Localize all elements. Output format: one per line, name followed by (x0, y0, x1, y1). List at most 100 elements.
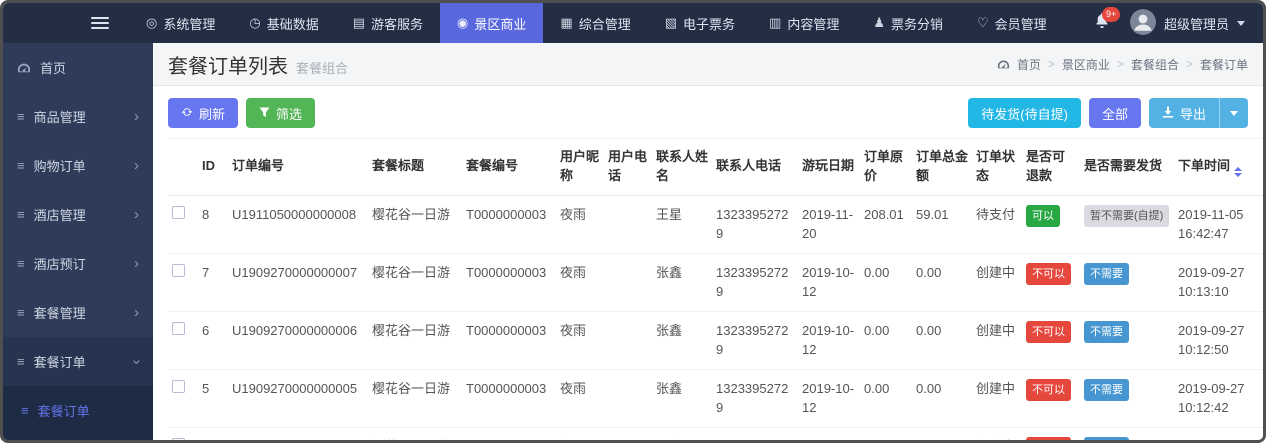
sidebar-item-酒店预订[interactable]: ≡ 酒店预订 › (17, 254, 139, 273)
cell-status: 创建中 (972, 253, 1022, 312)
cell-user-phone (604, 253, 652, 312)
sidebar-item-套餐管理[interactable]: ≡ 套餐管理 › (17, 303, 139, 322)
cell-id: 6 (198, 311, 228, 370)
cell-id: 8 (198, 195, 228, 254)
menu-toggle-icon[interactable] (91, 17, 109, 29)
row-checkbox[interactable] (172, 205, 185, 219)
cell-nickname: 夜雨 (556, 311, 604, 370)
filter-button[interactable]: 筛选 (246, 98, 316, 128)
row-checkbox[interactable] (172, 437, 185, 440)
topnav-item-eticket[interactable]: ▧ 电子票务 (648, 3, 752, 43)
topnav-item-visitor-service[interactable]: ▤ 游客服务 (336, 3, 440, 43)
breadcrumb-item[interactable]: 首页 (1016, 57, 1041, 72)
sidebar-item-酒店管理[interactable]: ≡ 酒店管理 › (17, 205, 139, 224)
column-header: 下单时间 (1174, 138, 1263, 196)
ticket-distribution-icon: ♟ (873, 15, 885, 30)
topnav-item-member-mgmt[interactable]: ♡ 会员管理 (960, 3, 1064, 43)
topnav-item-content-mgmt[interactable]: ▥ 内容管理 (752, 3, 856, 43)
pending-shipment-button[interactable]: 待发货(待自提) (968, 98, 1081, 128)
table-row: 4U1909270000000004樱花谷一日游T0000000003夜雨 张鑫1… (168, 427, 1263, 440)
cell-orig-price: 0.00 (860, 311, 912, 370)
topnav-item-base-data[interactable]: ◷ 基础数据 (232, 3, 335, 43)
toolbar: 刷新 筛选 待发货(待自提) 全部 导出 (153, 86, 1263, 138)
column-header: 订单编号 (228, 138, 368, 196)
shipping-badge: 不需要 (1084, 378, 1129, 402)
row-checkbox[interactable] (172, 379, 185, 393)
shipping-badge: 不需要 (1084, 320, 1129, 344)
refresh-icon (181, 106, 193, 121)
export-button-group: 导出 (1148, 98, 1248, 128)
all-filter-button[interactable]: 全部 (1088, 98, 1141, 128)
column-header: 联系人姓名 (652, 138, 712, 196)
column-header: 是否可退款 (1022, 138, 1080, 196)
cell-contact: 王星 (652, 195, 712, 254)
caret-down-icon (1237, 20, 1245, 26)
cell-contact: 张鑫 (652, 253, 712, 312)
sidebar: 首页 ≡ 商品管理 › ≡ 购物订单 › ≡ 酒店管理 › ≡ 酒店预订 › ≡ 套餐管理 › ≡ 套餐订单 › ≡ 套… (3, 43, 153, 440)
cell-time: 2019-09-27 10:12:36 (1174, 427, 1263, 440)
cell-user-phone (604, 427, 652, 440)
notification-count-badge: 9+ (1101, 6, 1121, 22)
cell-refundable: 不可以 (1022, 253, 1080, 312)
refundable-badge: 不可以 (1026, 378, 1071, 402)
column-header-label: 下单时间 (1178, 157, 1231, 173)
cell-status: 创建中 (972, 311, 1022, 370)
cell-nickname: 夜雨 (556, 253, 604, 312)
row-checkbox[interactable] (172, 321, 185, 335)
notifications-button[interactable]: 9+ (1094, 6, 1121, 34)
cell-title: 樱花谷一日游 (368, 427, 462, 440)
table-row: 8 U1911050000000008 樱花谷一日游 T0000000003 夜雨 王星 1… (168, 195, 1263, 254)
export-button[interactable]: 导出 (1148, 98, 1219, 128)
refundable-badge: 不可以 (1026, 262, 1071, 286)
avatar (1129, 8, 1156, 38)
cell-id: 7 (198, 253, 228, 312)
topnav-item-ticket-distribution[interactable]: ♟ 票务分销 (856, 3, 960, 43)
breadcrumb-item[interactable]: 套餐组合 (1130, 57, 1179, 72)
eticket-icon: ▧ (664, 15, 677, 30)
topnav-item-system-settings[interactable]: ◎ 系统管理 (129, 3, 232, 43)
cell-pkg-no: T0000000003 (462, 369, 556, 428)
topnav-item-comprehensive-mgmt[interactable]: ▦ 综合管理 (543, 3, 647, 43)
cell-time: 2019-09-27 10:12:42 (1174, 369, 1263, 428)
breadcrumb-item[interactable]: 景区商业 (1061, 57, 1110, 72)
menu-icon: ≡ (17, 354, 25, 369)
menu-icon: ≡ (17, 207, 25, 222)
sidebar-item-套餐订单[interactable]: ≡ 套餐订单 (3, 386, 153, 435)
column-header-label: 订单编号 (232, 158, 285, 174)
column-header-label: 是否可退款 (1026, 149, 1066, 183)
toolbar-right: 待发货(待自提) 全部 导出 (968, 98, 1248, 128)
topnav-item-scenic-commerce[interactable]: ◉ 景区商业 (440, 3, 544, 43)
cell-total: 59.01 (912, 195, 972, 254)
user-menu[interactable]: 超级管理员 (1129, 8, 1245, 38)
cell-orig-price: 0.00 (860, 427, 912, 440)
sidebar-item-商品管理[interactable]: ≡ 商品管理 › (17, 107, 139, 126)
column-header-label: 套餐编号 (466, 158, 519, 174)
sidebar-item-退款申请记录: ≡退款申请记录 (3, 435, 153, 440)
system-settings-icon: ◎ (146, 15, 158, 30)
sidebar-item-label: 购物订单 (33, 159, 86, 174)
sidebar-item-购物订单[interactable]: ≡ 购物订单 › (17, 156, 139, 175)
column-header: ID (198, 138, 228, 196)
cell-pkg-no: T0000000003 (462, 195, 556, 254)
cell-title: 樱花谷一日游 (368, 195, 462, 254)
row-checkbox-cell (168, 253, 198, 312)
export-dropdown-button[interactable] (1219, 98, 1248, 128)
refresh-button[interactable]: 刷新 (168, 98, 239, 128)
cell-contact: 张鑫 (652, 369, 712, 428)
topbar-right: 9+ 超级管理员 (1094, 6, 1263, 38)
row-checkbox-cell (168, 311, 198, 370)
sidebar-item-套餐订单[interactable]: ≡ 套餐订单 › (3, 337, 153, 386)
cell-contact: 张鑫 (652, 427, 712, 440)
topnav-label: 游客服务 (371, 16, 424, 32)
cell-order-no: U1909270000000005 (228, 369, 368, 428)
cell-play-date: 2019-10-12 (798, 427, 860, 440)
dashboard-icon (17, 61, 31, 75)
cell-play-date: 2019-10-12 (798, 311, 860, 370)
breadcrumb-item[interactable]: 套餐订单 (1199, 57, 1248, 72)
cell-refundable: 不可以 (1022, 311, 1080, 370)
sidebar-item-label: 套餐订单 (37, 404, 90, 419)
sort-icon[interactable] (1234, 166, 1243, 177)
cell-play-date: 2019-10-12 (798, 369, 860, 428)
row-checkbox[interactable] (172, 263, 185, 277)
sidebar-item-首页[interactable]: 首页 (3, 43, 153, 92)
